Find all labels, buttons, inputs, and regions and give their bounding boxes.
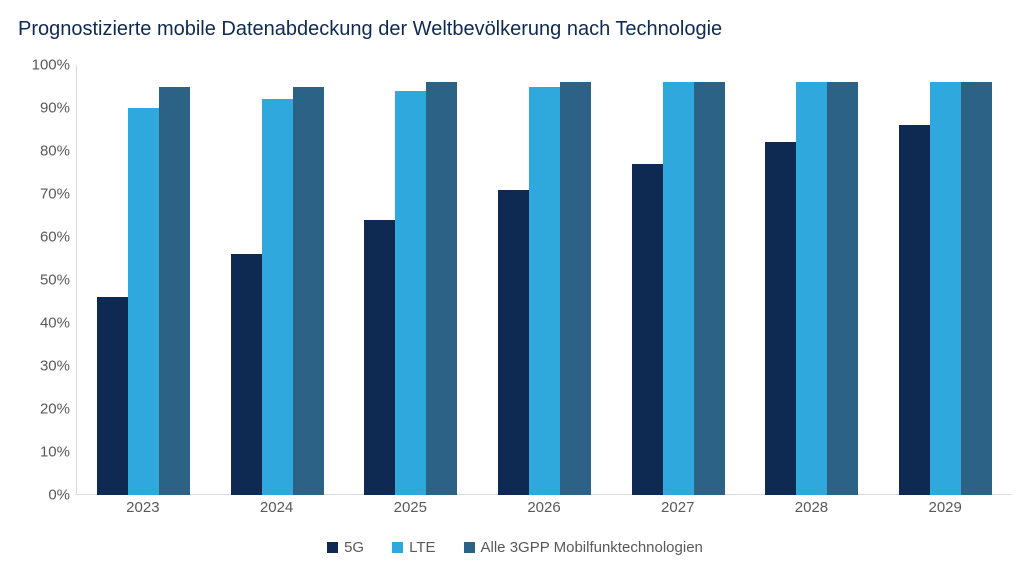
bar-lte: [930, 82, 961, 495]
legend-swatch-icon: [327, 542, 338, 553]
bar-group: [611, 65, 745, 495]
bar-lte: [395, 91, 426, 495]
x-tick-label: 2026: [477, 499, 611, 523]
y-tick-label: 40%: [40, 315, 70, 332]
bar-group: [211, 65, 345, 495]
bar-groups: [77, 65, 1012, 495]
bar-all: [159, 87, 190, 496]
bar-group: [878, 65, 1012, 495]
y-tick-label: 90%: [40, 100, 70, 117]
x-tick-label: 2028: [745, 499, 879, 523]
bar-group: [77, 65, 211, 495]
bar-5g: [765, 142, 796, 495]
legend-item-all: Alle 3GPP Mobilfunktechnologien: [464, 539, 703, 556]
y-tick-label: 50%: [40, 272, 70, 289]
y-tick-label: 0%: [48, 487, 70, 504]
plot-area: [76, 65, 1012, 495]
bar-5g: [632, 164, 663, 495]
bar-lte: [796, 82, 827, 495]
bar-group: [344, 65, 478, 495]
y-tick-label: 80%: [40, 143, 70, 160]
chart-title: Prognostizierte mobile Datenabdeckung de…: [18, 18, 1012, 41]
chart-area: 0%10%20%30%40%50%60%70%80%90%100% 202320…: [22, 65, 1012, 535]
bar-group: [745, 65, 879, 495]
y-axis: 0%10%20%30%40%50%60%70%80%90%100%: [22, 65, 76, 495]
bar-lte: [262, 99, 293, 495]
x-tick-label: 2024: [210, 499, 344, 523]
x-tick-label: 2027: [611, 499, 745, 523]
bar-lte: [529, 87, 560, 496]
bar-all: [560, 82, 591, 495]
bar-5g: [498, 190, 529, 495]
bar-all: [426, 82, 457, 495]
legend-label: 5G: [344, 539, 364, 556]
bar-lte: [663, 82, 694, 495]
bar-group: [478, 65, 612, 495]
y-tick-label: 100%: [32, 57, 70, 74]
y-tick-label: 70%: [40, 186, 70, 203]
legend-label: Alle 3GPP Mobilfunktechnologien: [481, 539, 703, 556]
bar-all: [694, 82, 725, 495]
bar-all: [293, 87, 324, 496]
x-axis-labels: 2023202420252026202720282029: [76, 499, 1012, 523]
x-tick-label: 2025: [343, 499, 477, 523]
bar-5g: [97, 297, 128, 495]
legend-swatch-icon: [392, 542, 403, 553]
bar-all: [827, 82, 858, 495]
x-tick-label: 2023: [76, 499, 210, 523]
y-tick-label: 10%: [40, 444, 70, 461]
legend-swatch-icon: [464, 542, 475, 553]
y-tick-label: 60%: [40, 229, 70, 246]
y-tick-label: 20%: [40, 401, 70, 418]
x-tick-label: 2029: [878, 499, 1012, 523]
bar-lte: [128, 108, 159, 495]
bar-all: [961, 82, 992, 495]
legend-item-lte: LTE: [392, 539, 435, 556]
bar-5g: [899, 125, 930, 495]
legend-label: LTE: [409, 539, 435, 556]
legend-item-5g: 5G: [327, 539, 364, 556]
legend: 5G LTE Alle 3GPP Mobilfunktechnologien: [18, 539, 1012, 556]
bar-5g: [231, 254, 262, 495]
y-tick-label: 30%: [40, 358, 70, 375]
bar-5g: [364, 220, 395, 495]
